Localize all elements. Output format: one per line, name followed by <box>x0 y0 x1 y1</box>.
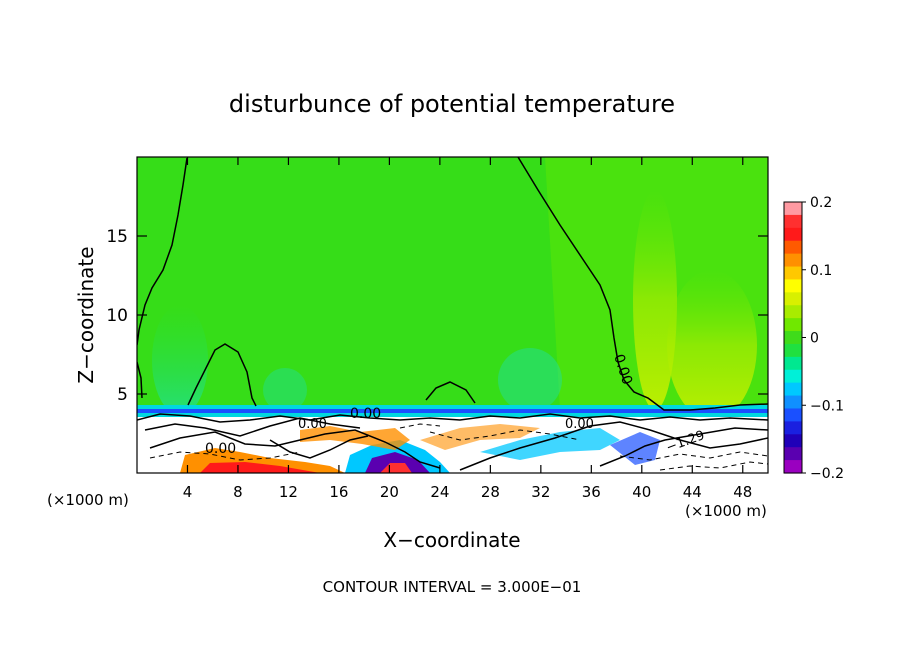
contour-dashed-5 <box>399 423 441 429</box>
contour-lower-2 <box>144 417 361 437</box>
colorbar-ticks: 0.2 0.1 0 −0.1 −0.2 <box>802 195 844 482</box>
colorbar-swatch <box>784 408 802 422</box>
contour-label: 0.00 <box>350 406 381 422</box>
field-right-blue-band <box>610 432 660 465</box>
colorbar-swatch <box>784 395 802 410</box>
contour-boundary-main <box>137 413 768 423</box>
x-tick-label: 32 <box>531 483 550 501</box>
colorbar-tick-label: −0.1 <box>810 398 844 414</box>
colorbar-swatch <box>784 214 802 229</box>
contour-zero-left-edge <box>137 157 188 346</box>
contour-lines <box>137 157 768 471</box>
colorbar-swatch <box>784 318 802 332</box>
colorbar-swatch <box>784 240 802 255</box>
x-tick-label: 8 <box>233 483 243 501</box>
field-left-cyan-plume <box>152 305 208 415</box>
colorbar-swatch <box>784 253 802 268</box>
contour-zero-diagonal <box>517 157 768 411</box>
contour-lower-3 <box>459 421 768 471</box>
colorbar-tick-label: 0.1 <box>810 263 832 279</box>
x-tick-label: 40 <box>632 483 651 501</box>
contour-zero-left-lower <box>137 361 143 399</box>
colorbar-tick-label: 0 <box>810 331 819 347</box>
contour-dashed-1 <box>149 451 301 461</box>
y-tick-label: 10 <box>106 306 128 326</box>
colorbar-swatch <box>784 305 802 319</box>
x-axis: 4 8 12 16 20 24 28 32 36 40 44 48 <box>183 157 752 501</box>
field-bl-blue <box>137 409 768 413</box>
colorbar-swatch <box>784 356 802 371</box>
chart-title: disturbunce of potential temperature <box>229 90 675 118</box>
x-tick-label: 4 <box>183 483 193 501</box>
field-lower-purple-patch <box>365 452 430 473</box>
contour-label: 0.00 <box>205 441 236 457</box>
x-tick-label: 24 <box>430 483 449 501</box>
colorbar-swatch <box>784 227 802 242</box>
colorbar-swatch <box>784 331 802 345</box>
y-tick-label: 5 <box>117 385 128 405</box>
y-axis: 5 10 15 <box>106 227 768 405</box>
colorbar-swatch <box>784 279 802 293</box>
contour-dashed-4 <box>659 461 768 471</box>
colorbar-swatch <box>784 266 802 281</box>
field-orange-band-right <box>420 424 540 450</box>
x-tick-label: 36 <box>582 483 601 501</box>
x-axis-label: X−coordinate <box>383 528 520 552</box>
colorbar-swatch <box>784 382 802 397</box>
colorbar-swatch <box>784 434 802 448</box>
contour-lower-5 <box>269 435 369 459</box>
x-tick-label: 20 <box>380 483 399 501</box>
colorbar-swatch <box>784 369 802 384</box>
contour-zero-hump-1 <box>187 343 257 407</box>
contour-label: 0.00 <box>298 417 327 432</box>
colorbar-tick-label: 0.2 <box>810 195 832 211</box>
contour-dashed-2 <box>429 429 581 441</box>
x-tick-label: 48 <box>733 483 752 501</box>
field-cyan-plume-right <box>498 348 562 412</box>
field-cyan-plume-mid <box>263 368 307 412</box>
field-yellow-plume-left <box>633 190 677 410</box>
colorbar-swatch <box>784 292 802 306</box>
field-right-cyan-band <box>480 428 620 460</box>
colorbar-swatch <box>784 460 802 474</box>
x-tick-label: 44 <box>683 483 702 501</box>
y-tick-label: 15 <box>106 227 128 247</box>
contour-lower-1 <box>149 429 441 469</box>
x-tick-label: 12 <box>279 483 298 501</box>
field-yellow-plume-right <box>667 270 757 420</box>
x-tick-label: 28 <box>481 483 500 501</box>
x-tick-label: 16 <box>329 483 348 501</box>
field-mid-orange-band <box>300 426 410 450</box>
contour-zero-hump-2 <box>425 381 476 404</box>
contour-interval-note: CONTOUR INTERVAL = 3.000E−01 <box>323 578 582 596</box>
field-lower-red-patch <box>200 462 320 473</box>
contour-lower-4 <box>599 427 768 467</box>
y-axis-label: Z−coordinate <box>74 246 98 383</box>
x-unit-right: (×1000 m) <box>685 502 767 520</box>
colorbar-swatch <box>784 343 802 358</box>
x-unit-left: (×1000 m) <box>47 491 129 509</box>
contour-dashed-3 <box>619 451 768 461</box>
colorbar-swatch <box>784 447 802 461</box>
colorbar-swatch <box>784 202 802 216</box>
colorbar-tick-label: −0.2 <box>810 466 844 482</box>
colorbar <box>784 202 802 474</box>
field-lower-magenta-patch <box>380 463 412 473</box>
colorbar-swatch <box>784 421 802 435</box>
contour-lines-dashed <box>149 423 768 471</box>
contour-label: 0.00 <box>565 417 594 432</box>
contour-field <box>137 157 768 473</box>
